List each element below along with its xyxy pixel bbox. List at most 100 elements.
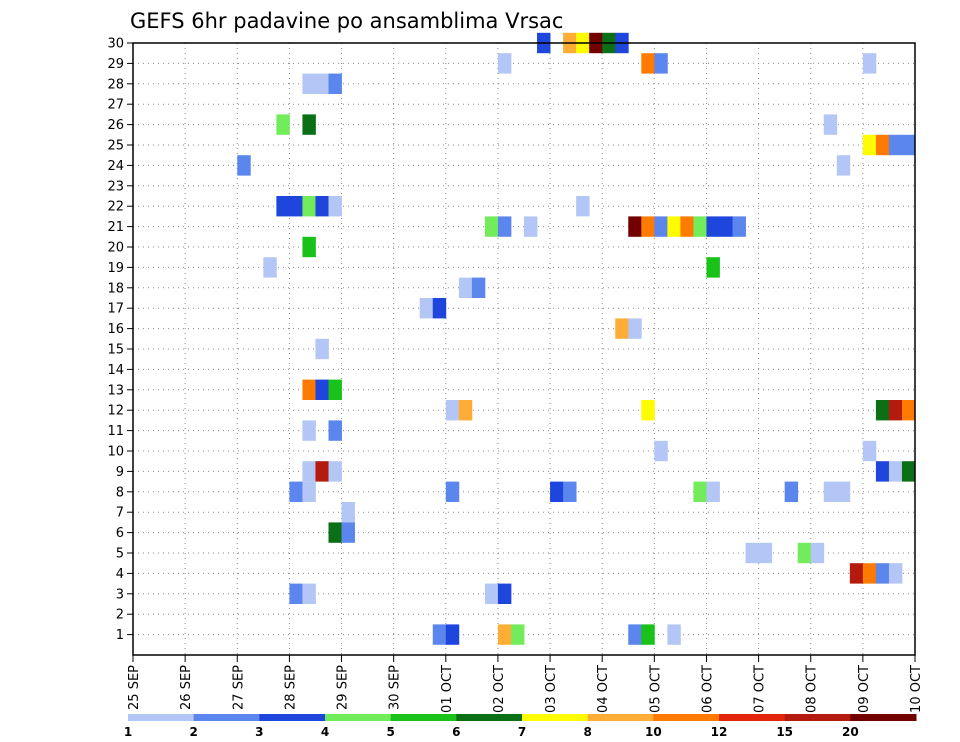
y-tick-label: 5	[116, 547, 124, 562]
heatmap-cell	[328, 196, 342, 217]
legend-swatch	[522, 714, 589, 721]
y-tick-label: 11	[107, 424, 124, 439]
heatmap-cell	[276, 196, 290, 217]
legend-swatch	[719, 714, 786, 721]
heatmap-cell	[901, 400, 916, 421]
heatmap-cell	[862, 134, 877, 156]
legend-label: 6	[452, 725, 460, 739]
heatmap-cell	[289, 583, 303, 604]
heatmap-cell	[823, 114, 838, 135]
heatmap-cell	[550, 481, 564, 502]
y-tick-label: 13	[107, 383, 124, 398]
heatmap-cell	[302, 420, 316, 441]
y-tick-label: 23	[107, 179, 124, 194]
heatmap-cell	[302, 379, 316, 400]
heatmap-cell	[641, 624, 655, 645]
x-axis: 25 SEP 26 SEP 27 SEP 28 SEP 29 SEP 30 SEP 01 O…	[127, 655, 924, 713]
y-tick-label: 20	[107, 241, 124, 256]
x-tick-label: 08 OCT	[805, 665, 820, 713]
heatmap-cell	[315, 73, 329, 94]
heatmap-cell	[458, 277, 473, 298]
y-tick-label: 7	[116, 506, 124, 521]
heatmap-cell	[862, 563, 877, 584]
legend-swatch	[784, 714, 851, 721]
y-tick-label: 8	[116, 485, 124, 500]
legend-label: 12	[711, 725, 728, 739]
heatmap-cell	[758, 542, 773, 564]
legend-label: 5	[386, 725, 394, 739]
y-tick-label: 21	[107, 220, 124, 235]
legend-label: 8	[583, 725, 591, 739]
y-tick-label: 2	[116, 608, 124, 623]
heatmap-cell	[693, 481, 707, 502]
x-tick-label: 04 OCT	[596, 665, 611, 713]
heatmap-cell	[641, 400, 655, 421]
heatmap-cell	[615, 318, 629, 339]
heatmap-cell	[706, 481, 720, 502]
legend-swatch	[850, 714, 917, 721]
legend-label: 3	[255, 725, 263, 739]
heatmap-cell	[875, 563, 890, 584]
heatmap-cell	[901, 134, 916, 156]
heatmap-cell	[315, 338, 329, 360]
legend-label: 7	[518, 725, 526, 739]
heatmap-cell	[888, 134, 903, 156]
x-tick-label: 09 OCT	[857, 665, 872, 713]
y-tick-label: 4	[116, 567, 124, 582]
heatmap-cell	[641, 53, 655, 74]
heatmap-cell	[302, 196, 316, 217]
y-tick-label: 22	[107, 200, 124, 215]
legend-swatch	[325, 714, 392, 721]
legend-label: 2	[189, 725, 197, 739]
heatmap-cell	[289, 481, 303, 502]
heatmap-cell	[654, 440, 668, 462]
heatmap-cell	[901, 461, 916, 482]
heatmap-cell	[497, 583, 512, 604]
heatmap-cell	[576, 196, 590, 217]
heatmap-cell	[797, 542, 812, 564]
x-tick-label: 03 OCT	[544, 665, 559, 713]
legend-swatch	[193, 714, 260, 721]
heatmap-cell	[432, 298, 447, 319]
heatmap-cell	[432, 624, 447, 645]
x-tick-label: 06 OCT	[700, 665, 715, 713]
y-tick-label: 17	[107, 302, 124, 317]
y-tick-label: 24	[107, 159, 124, 174]
heatmap-cell	[888, 400, 903, 421]
heatmap-cell	[641, 216, 655, 237]
heatmap-cell	[263, 257, 277, 278]
y-tick-label: 18	[107, 281, 124, 296]
heatmap-cell	[302, 114, 316, 135]
heatmap-cell	[875, 134, 890, 156]
heatmap-cell	[458, 400, 473, 421]
legend-label: 4	[321, 725, 329, 739]
heatmap-cell	[237, 155, 251, 176]
x-tick-label: 01 OCT	[440, 665, 455, 713]
legend-swatch	[587, 714, 654, 721]
heatmap-cell	[563, 481, 577, 502]
legend-label: 20	[842, 725, 859, 739]
x-tick-label: 10 OCT	[909, 665, 924, 713]
heatmap-cell	[497, 624, 512, 645]
x-tick-label: 26 SEP	[179, 665, 194, 710]
heatmap-cell	[654, 216, 668, 237]
heatmap-cell	[732, 216, 746, 237]
heatmap-cell	[484, 583, 499, 604]
heatmap-cell	[836, 481, 851, 502]
y-axis: 1234567891011121314151617181920212223242…	[107, 37, 133, 643]
y-tick-label: 30	[107, 37, 124, 52]
legend-label: 10	[645, 725, 662, 739]
heatmap-cell	[328, 379, 342, 400]
heatmap-cell	[628, 216, 642, 237]
heatmap-cell	[328, 461, 342, 482]
heatmap-cell	[302, 481, 316, 502]
heatmap-cell	[341, 522, 355, 543]
y-tick-label: 19	[107, 261, 124, 276]
heatmap-cell	[302, 461, 316, 482]
x-tick-label: 27 SEP	[231, 665, 246, 710]
heatmap-cell	[823, 481, 838, 502]
heatmap-cell	[667, 216, 681, 237]
heatmap-cell	[315, 461, 329, 482]
heatmap-cell	[745, 542, 759, 564]
heatmap-cell	[419, 298, 434, 319]
